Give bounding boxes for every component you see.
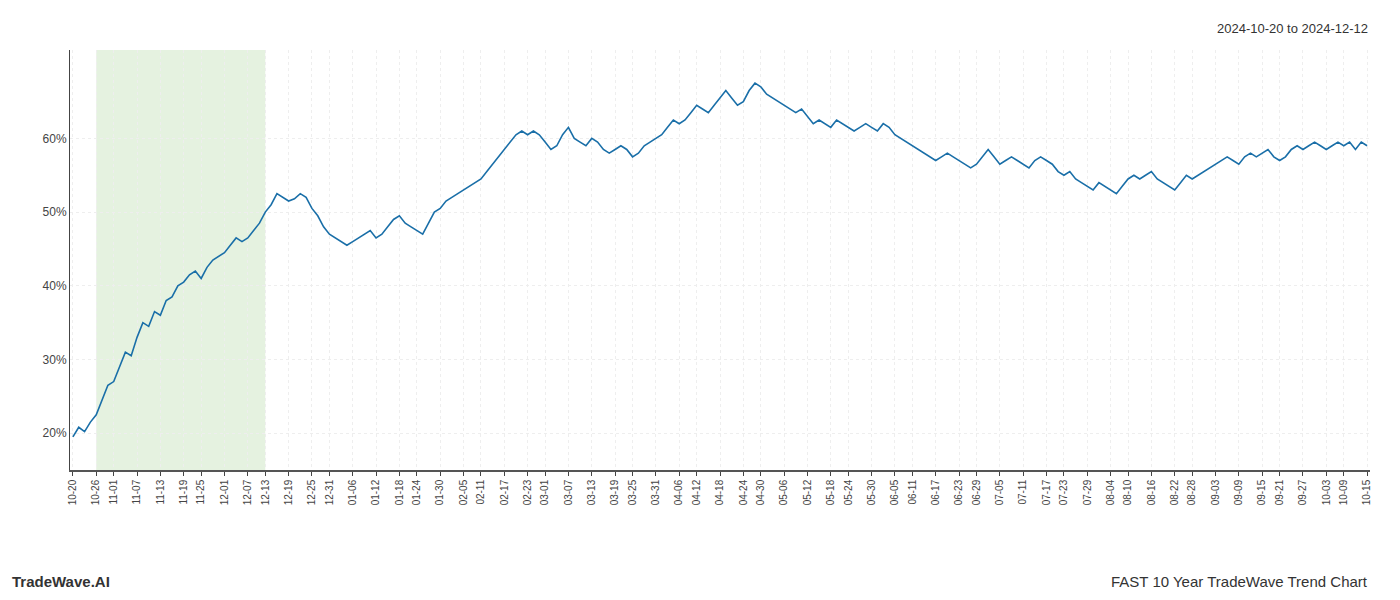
svg-text:05-18: 05-18: [825, 479, 836, 505]
svg-text:04-24: 04-24: [738, 479, 749, 505]
svg-text:06-05: 06-05: [889, 479, 900, 505]
svg-text:08-10: 08-10: [1122, 479, 1133, 505]
svg-text:05-06: 05-06: [778, 479, 789, 505]
svg-text:06-17: 06-17: [930, 479, 941, 505]
svg-text:07-11: 07-11: [1017, 479, 1028, 504]
svg-text:10-20: 10-20: [67, 479, 78, 505]
svg-text:50%: 50%: [43, 205, 67, 219]
svg-text:04-18: 04-18: [714, 479, 725, 505]
svg-text:02-17: 02-17: [499, 479, 510, 505]
svg-text:12-07: 12-07: [242, 479, 253, 505]
svg-text:03-19: 03-19: [609, 479, 620, 505]
svg-text:09-03: 09-03: [1210, 479, 1221, 505]
svg-text:09-09: 09-09: [1233, 479, 1244, 505]
svg-text:40%: 40%: [43, 279, 67, 293]
svg-text:12-31: 12-31: [324, 479, 335, 505]
svg-text:11-07: 11-07: [131, 479, 142, 504]
svg-text:TradeWave.AI: TradeWave.AI: [12, 573, 110, 590]
svg-text:02-05: 02-05: [458, 479, 469, 505]
svg-text:06-23: 06-23: [953, 479, 964, 505]
svg-text:01-12: 01-12: [370, 479, 381, 505]
svg-text:05-30: 05-30: [866, 479, 877, 505]
svg-text:06-29: 06-29: [971, 479, 982, 505]
svg-text:10-15: 10-15: [1361, 479, 1372, 505]
svg-text:07-23: 07-23: [1058, 479, 1069, 505]
svg-text:01-30: 01-30: [434, 479, 445, 505]
svg-text:20%: 20%: [43, 426, 67, 440]
svg-text:11-19: 11-19: [178, 479, 189, 504]
svg-text:11-13: 11-13: [155, 479, 166, 504]
svg-text:04-12: 04-12: [691, 479, 702, 505]
svg-text:09-15: 09-15: [1256, 479, 1267, 505]
svg-text:60%: 60%: [43, 132, 67, 146]
svg-text:11-01: 11-01: [108, 479, 119, 504]
svg-text:08-22: 08-22: [1169, 479, 1180, 505]
svg-text:2024-10-20 to 2024-12-12: 2024-10-20 to 2024-12-12: [1217, 21, 1368, 36]
svg-text:04-06: 04-06: [673, 479, 684, 505]
svg-text:11-25: 11-25: [195, 479, 206, 504]
svg-text:01-18: 01-18: [394, 479, 405, 505]
svg-text:03-31: 03-31: [650, 479, 661, 505]
svg-text:30%: 30%: [43, 353, 67, 367]
svg-text:10-26: 10-26: [90, 479, 101, 505]
svg-text:09-27: 09-27: [1297, 479, 1308, 505]
svg-text:12-19: 12-19: [283, 479, 294, 505]
svg-text:03-01: 03-01: [539, 479, 550, 505]
svg-text:01-06: 01-06: [347, 479, 358, 505]
svg-text:08-28: 08-28: [1186, 479, 1197, 505]
svg-text:FAST 10 Year TradeWave Trend C: FAST 10 Year TradeWave Trend Chart: [1111, 573, 1368, 590]
svg-text:03-25: 03-25: [627, 479, 638, 505]
svg-text:12-25: 12-25: [306, 479, 317, 505]
svg-text:05-24: 05-24: [843, 479, 854, 505]
svg-text:12-01: 12-01: [219, 479, 230, 505]
svg-text:10-03: 10-03: [1321, 479, 1332, 505]
svg-text:09-21: 09-21: [1274, 479, 1285, 505]
svg-text:10-09: 10-09: [1338, 479, 1349, 505]
svg-text:02-11: 02-11: [475, 479, 486, 504]
svg-text:01-24: 01-24: [411, 479, 422, 505]
svg-text:07-29: 07-29: [1082, 479, 1093, 505]
svg-text:08-16: 08-16: [1146, 479, 1157, 505]
svg-text:07-17: 07-17: [1041, 479, 1052, 505]
svg-text:12-13: 12-13: [260, 479, 271, 505]
svg-text:08-04: 08-04: [1105, 479, 1116, 505]
svg-text:06-11: 06-11: [907, 479, 918, 504]
svg-text:04-30: 04-30: [755, 479, 766, 505]
svg-text:02-23: 02-23: [522, 479, 533, 505]
svg-text:03-07: 03-07: [563, 479, 574, 505]
svg-text:07-05: 07-05: [994, 479, 1005, 505]
svg-text:05-12: 05-12: [802, 479, 813, 505]
svg-text:03-13: 03-13: [586, 479, 597, 505]
